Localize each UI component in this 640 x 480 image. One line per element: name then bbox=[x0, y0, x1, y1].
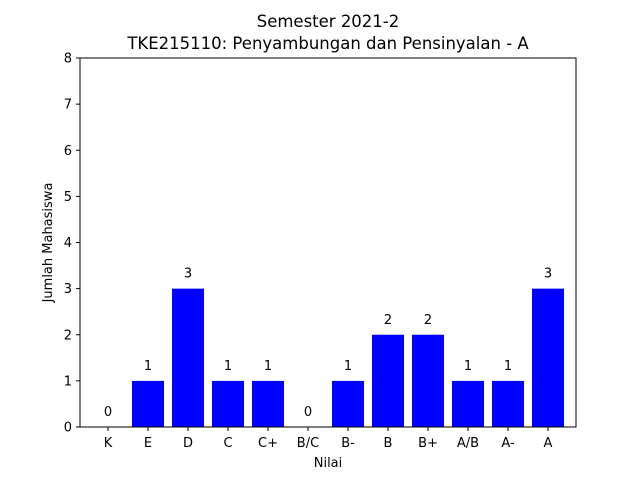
bars-group bbox=[132, 288, 564, 427]
value-labels-group: 0 1 3 1 1 0 1 2 2 1 1 3 bbox=[104, 267, 552, 420]
x-tick-label-B/C: B/C bbox=[297, 436, 319, 451]
x-tick-label-A-: A- bbox=[501, 436, 515, 451]
x-tick-label-B-: B- bbox=[341, 436, 355, 451]
x-tick-label-B+: B+ bbox=[418, 436, 438, 451]
y-tick-label-5: 5 bbox=[64, 190, 72, 205]
value-label-C: 1 bbox=[224, 359, 232, 374]
bar-D bbox=[172, 288, 204, 427]
value-label-A/B: 1 bbox=[464, 359, 472, 374]
y-tick-label-4: 4 bbox=[64, 236, 72, 251]
value-label-B+: 2 bbox=[424, 313, 432, 328]
plot-area-frame bbox=[79, 57, 577, 428]
value-label-A: 3 bbox=[544, 267, 552, 282]
x-tick-label-B: B bbox=[384, 436, 393, 451]
bar-A/B bbox=[452, 380, 484, 427]
y-tick-label-0: 0 bbox=[64, 421, 72, 436]
bar-A bbox=[532, 288, 564, 427]
y-axis-label: Jumlah Mahasiswa bbox=[41, 183, 56, 304]
bar-A- bbox=[492, 380, 524, 427]
bar-B- bbox=[332, 380, 364, 427]
value-label-E: 1 bbox=[144, 359, 152, 374]
x-axis-ticks: K E D C C+ B/C B- B B+ A/B A- A bbox=[104, 427, 553, 451]
value-label-A-: 1 bbox=[504, 359, 512, 374]
value-label-C+: 1 bbox=[264, 359, 272, 374]
value-label-D: 3 bbox=[184, 267, 192, 282]
chart-title: Semester 2021-2 bbox=[257, 12, 400, 31]
value-label-K: 0 bbox=[104, 405, 112, 420]
x-tick-label-C: C bbox=[223, 436, 232, 451]
x-tick-label-A: A bbox=[544, 436, 553, 451]
bar-B+ bbox=[412, 334, 444, 427]
y-tick-label-3: 3 bbox=[64, 282, 72, 297]
x-tick-label-A/B: A/B bbox=[457, 436, 479, 451]
x-axis-label: Nilai bbox=[314, 456, 343, 471]
bar-C bbox=[212, 380, 244, 427]
x-tick-label-E: E bbox=[144, 436, 152, 451]
bar-E bbox=[132, 380, 164, 427]
bar-C+ bbox=[252, 380, 284, 427]
value-label-B-: 1 bbox=[344, 359, 352, 374]
value-label-B: 2 bbox=[384, 313, 392, 328]
x-tick-label-C+: C+ bbox=[258, 436, 278, 451]
y-tick-label-8: 8 bbox=[64, 52, 72, 67]
y-axis-ticks: 0 1 2 3 4 5 6 7 8 bbox=[64, 52, 80, 436]
y-tick-label-7: 7 bbox=[64, 98, 72, 113]
value-label-B/C: 0 bbox=[304, 405, 312, 420]
y-tick-label-6: 6 bbox=[64, 144, 72, 159]
y-tick-label-1: 1 bbox=[64, 374, 72, 389]
x-tick-label-K: K bbox=[104, 436, 113, 451]
x-tick-label-D: D bbox=[183, 436, 193, 451]
bar-B bbox=[372, 334, 404, 427]
chart-subtitle: TKE215110: Penyambungan dan Pensinyalan … bbox=[126, 34, 529, 53]
y-tick-label-2: 2 bbox=[64, 328, 72, 343]
